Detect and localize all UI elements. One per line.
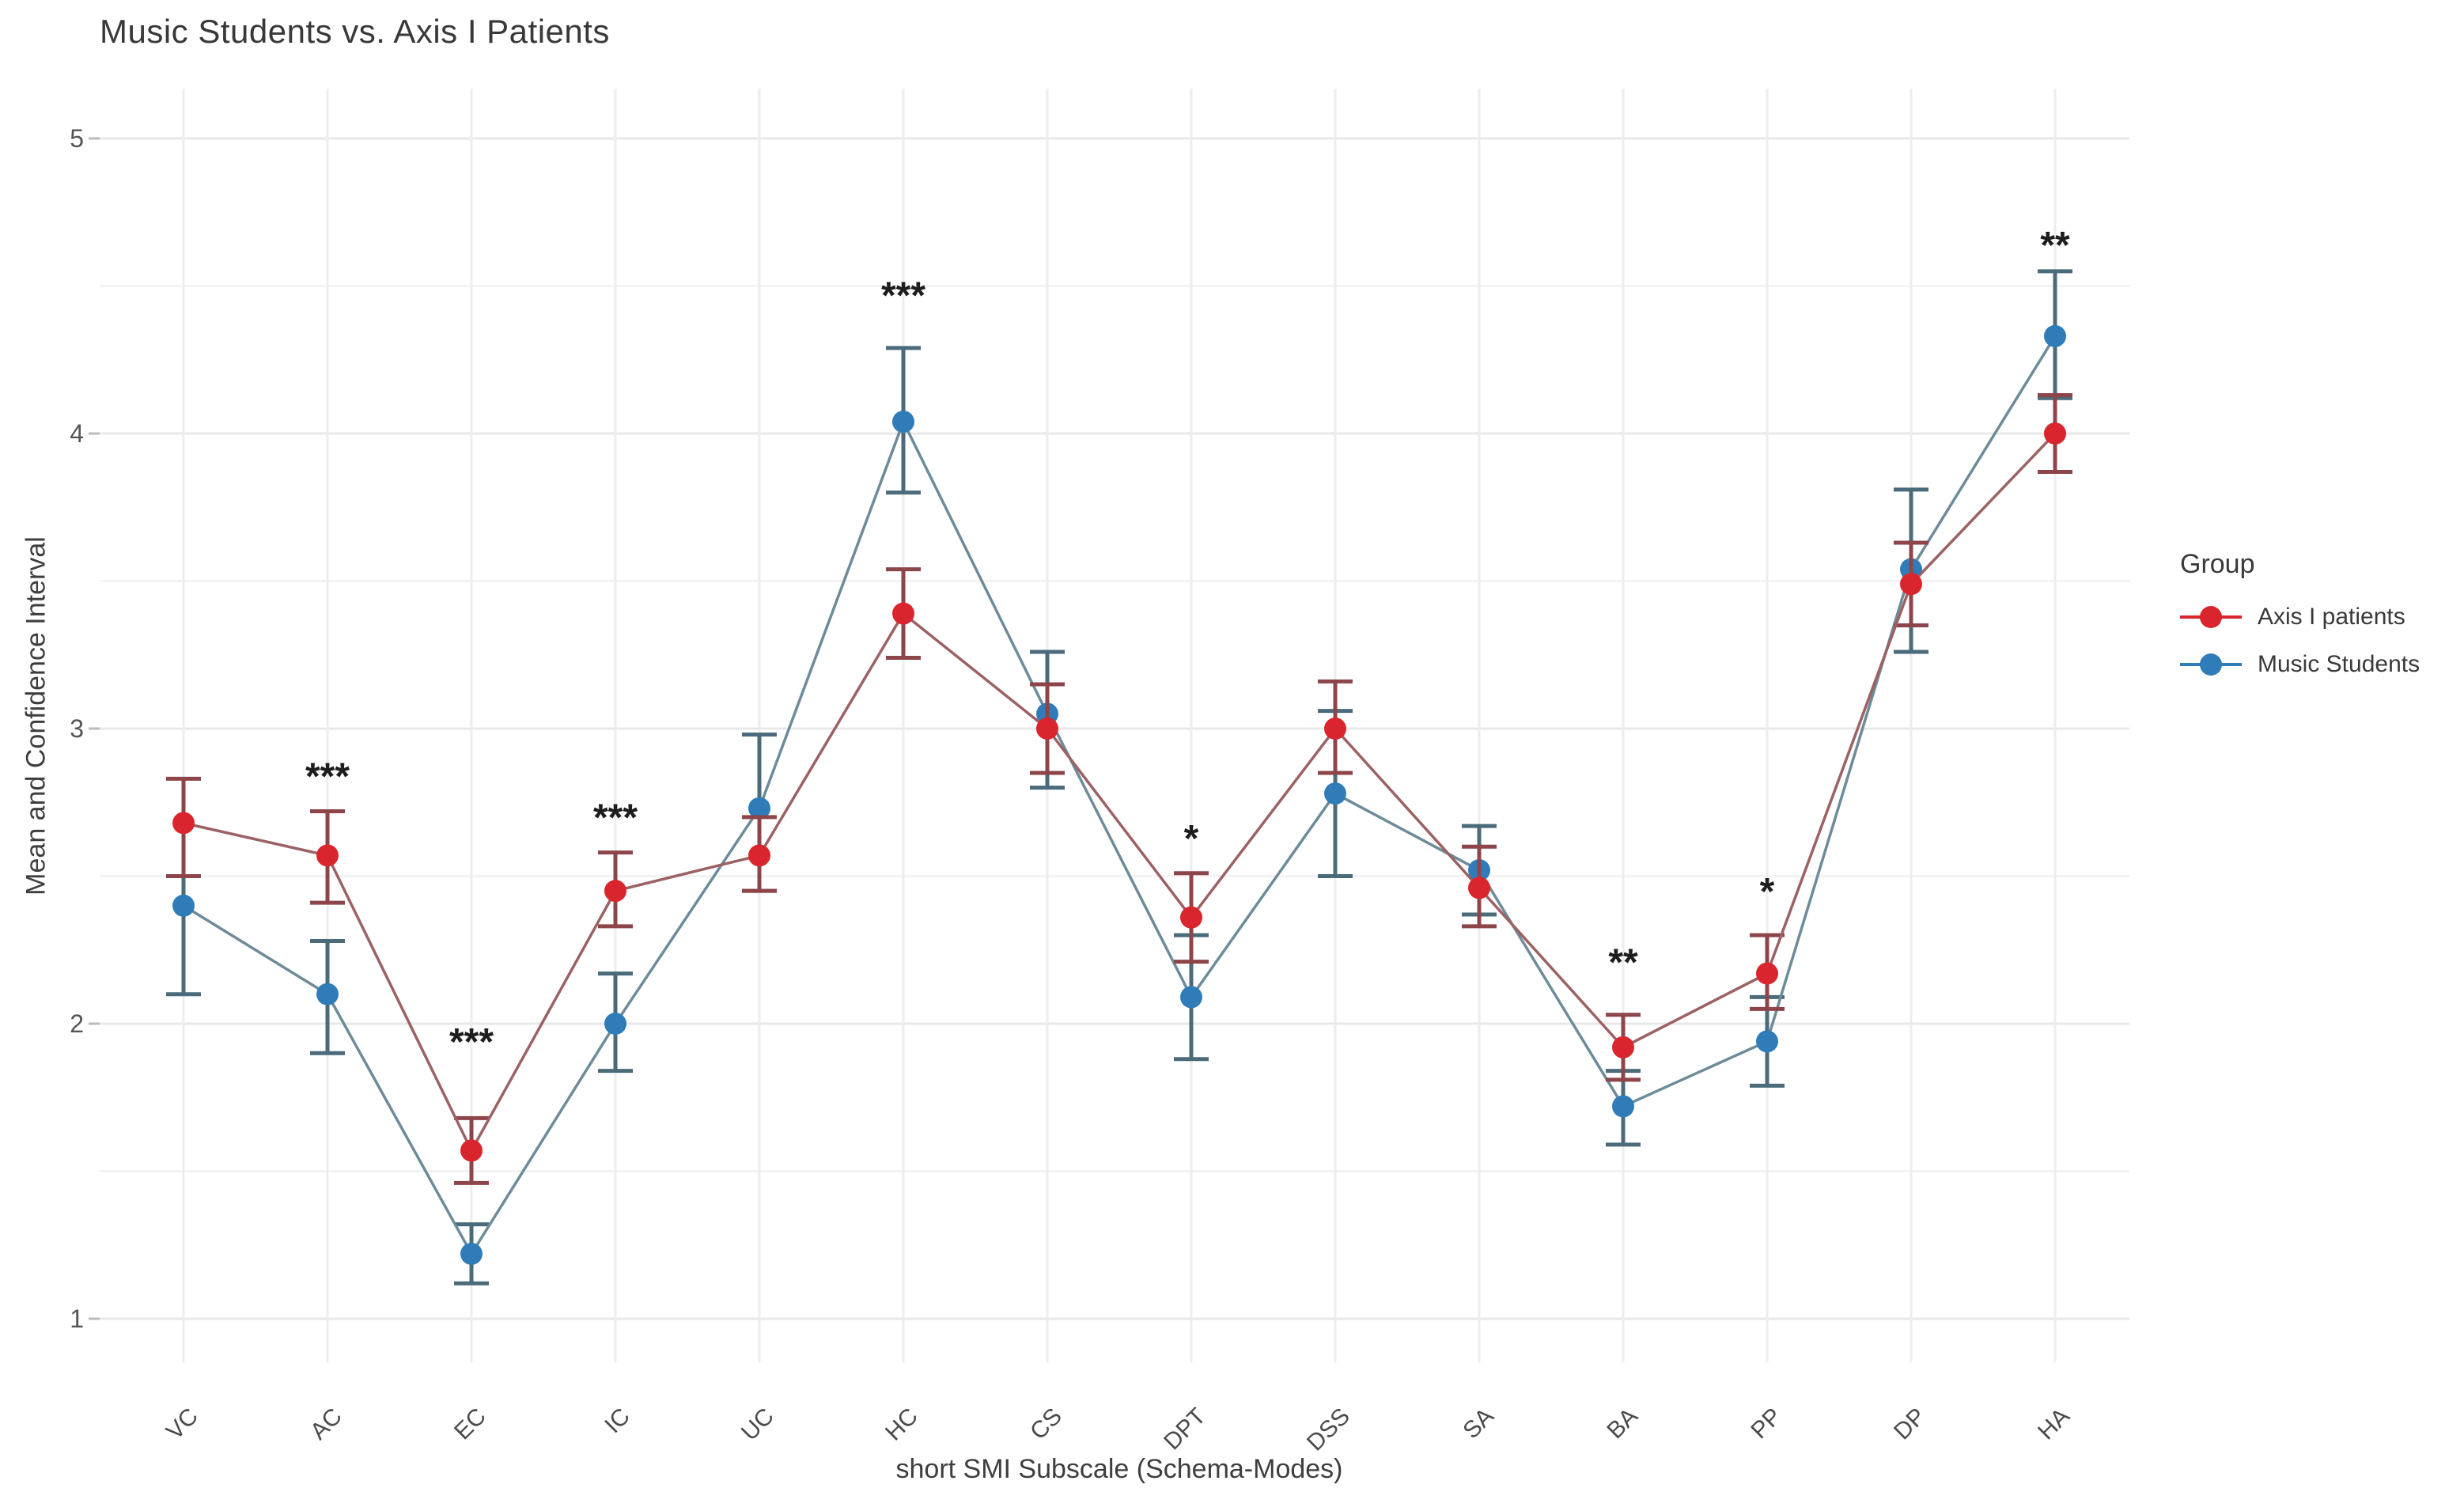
point-axis-i-patients-AC: [316, 844, 339, 867]
legend-key-red-point-icon: [2180, 606, 2242, 628]
y-axis-title: Mean and Confidence Interval: [21, 536, 51, 896]
x-axis-title: short SMI Subscale (Schema-Modes): [895, 1454, 1343, 1484]
significance-DPT: *: [1184, 818, 1199, 860]
x-tick-label-BA: BA: [1602, 1403, 1643, 1445]
x-tick-label-SA: SA: [1458, 1403, 1499, 1445]
significance-EC: ***: [449, 1021, 494, 1063]
significance-PP: *: [1760, 871, 1775, 913]
point-music-students-IC: [604, 1013, 626, 1035]
legend: Group Axis I patients Music Students: [2180, 549, 2420, 699]
point-axis-i-patients-HA: [2044, 422, 2066, 445]
point-music-students-DSS: [1324, 782, 1346, 805]
point-axis-i-patients-EC: [460, 1139, 483, 1162]
legend-title: Group: [2180, 549, 2255, 579]
point-music-students-VC: [172, 894, 195, 917]
significance-BA: **: [1608, 941, 1638, 983]
chart-title: Music Students vs. Axis I Patients: [100, 13, 610, 50]
x-tick-label-UC: UC: [736, 1403, 779, 1446]
series-line-axis-i-patients: [183, 432, 2057, 1154]
point-music-students-DPT: [1180, 986, 1202, 1009]
point-axis-i-patients-DSS: [1324, 718, 1346, 740]
x-tick-label-VC: VC: [161, 1403, 203, 1445]
x-tick-label-AC: AC: [305, 1403, 347, 1445]
point-axis-i-patients-DPT: [1180, 906, 1202, 929]
x-tick-label-PP: PP: [1746, 1403, 1787, 1445]
y-tick-label: 4: [70, 419, 84, 448]
point-axis-i-patients-PP: [1756, 962, 1778, 985]
point-music-students-PP: [1756, 1030, 1778, 1053]
point-axis-i-patients-UC: [748, 844, 770, 867]
point-axis-i-patients-SA: [1468, 877, 1490, 899]
significance-IC: ***: [593, 797, 638, 839]
x-tick-label-IC: IC: [600, 1403, 635, 1439]
y-tick-label: 3: [70, 714, 84, 743]
point-axis-i-patients-IC: [604, 880, 626, 903]
point-music-students-BA: [1612, 1095, 1634, 1118]
point-music-students-AC: [316, 983, 339, 1005]
x-tick-label-DSS: DSS: [1302, 1403, 1355, 1456]
x-tick-label-HA: HA: [2033, 1403, 2075, 1445]
x-tick-label-CS: CS: [1025, 1403, 1067, 1445]
point-music-students-UC: [748, 797, 770, 820]
x-tick-label-EC: EC: [449, 1403, 491, 1445]
x-tick-label-DP: DP: [1889, 1403, 1931, 1445]
y-tick-label: 1: [70, 1305, 84, 1333]
point-music-students-HC: [892, 411, 914, 434]
point-axis-i-patients-VC: [172, 812, 195, 835]
point-axis-i-patients-BA: [1612, 1036, 1634, 1058]
legend-key-blue-point-icon: [2180, 653, 2242, 676]
point-axis-i-patients-CS: [1036, 718, 1058, 740]
significance-HC: ***: [881, 275, 925, 317]
legend-item-axis-i-patients: Axis I patients: [2180, 604, 2420, 631]
significance-HA: **: [2040, 225, 2070, 267]
legend-label: Music Students: [2258, 651, 2420, 677]
x-tick-label-HC: HC: [880, 1403, 923, 1446]
y-tick-label: 2: [70, 1009, 84, 1038]
point-music-students-HA: [2044, 324, 2066, 347]
x-tick-label-DPT: DPT: [1159, 1403, 1211, 1456]
series-line-music-students: [183, 335, 2057, 1257]
y-tick-label: 5: [70, 124, 84, 153]
point-axis-i-patients-DP: [1900, 573, 1922, 596]
significance-AC: ***: [305, 756, 350, 797]
point-music-students-EC: [460, 1242, 483, 1265]
legend-item-music-students: Music Students: [2180, 651, 2420, 678]
point-axis-i-patients-HC: [892, 602, 914, 625]
legend-label: Axis I patients: [2258, 604, 2405, 630]
